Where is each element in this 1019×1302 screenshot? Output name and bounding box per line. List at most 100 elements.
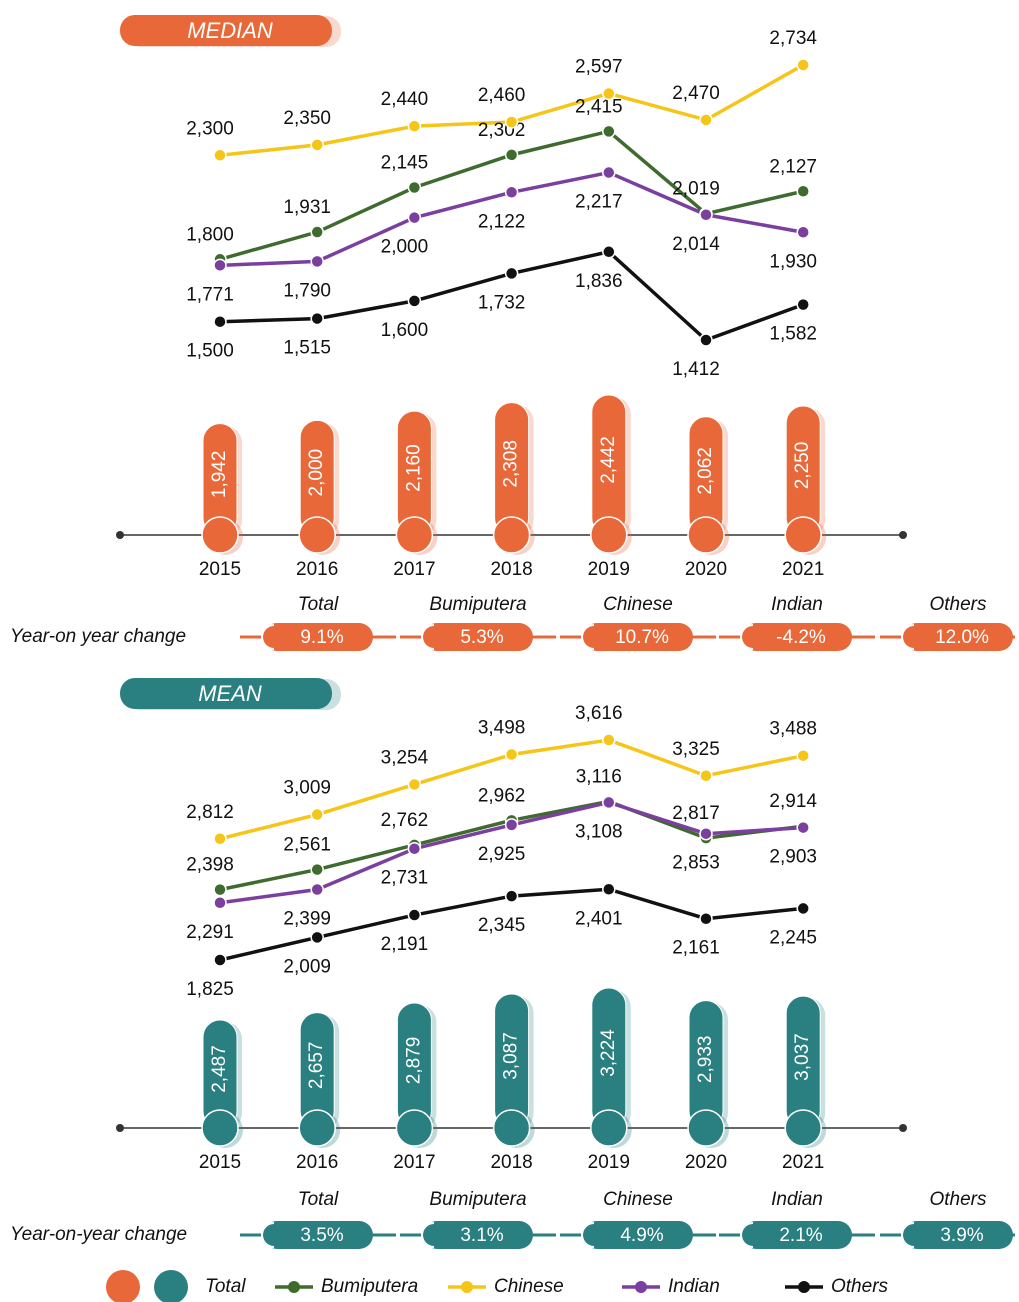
yoy-pill [903, 623, 1013, 651]
series-point [407, 777, 422, 792]
yoy-curl [581, 624, 595, 650]
yoy-value: 2.1% [779, 1225, 822, 1246]
bar-foot [201, 1109, 239, 1147]
x-tick-label: 2018 [490, 559, 532, 580]
series-point [796, 748, 810, 763]
data-label: 2,145 [381, 153, 429, 174]
legend-label: Others [831, 1276, 889, 1297]
bar-label: 2,250 [792, 442, 813, 490]
data-label: 2,398 [186, 855, 234, 876]
yoy-label: Year-on year change [10, 626, 186, 647]
legend-label: Chinese [494, 1276, 564, 1297]
data-label: 1,515 [283, 338, 331, 359]
data-label: 2,350 [283, 108, 331, 129]
x-tick-label: 2019 [588, 559, 630, 580]
yoy-value: 4.9% [620, 1225, 663, 1246]
yoy-label: Year-on-year change [10, 1224, 187, 1245]
series-point [504, 818, 519, 832]
bar-foot [492, 1109, 531, 1147]
bar-label: 2,879 [403, 1037, 424, 1085]
yoy-pill [742, 623, 852, 651]
data-label: 2,731 [381, 868, 429, 889]
legend-dot [461, 1281, 473, 1293]
bar-label: 3,087 [501, 1032, 522, 1080]
yoy-heading: Chinese [603, 594, 673, 615]
legend-dot [288, 1281, 300, 1293]
data-label: 2,345 [478, 915, 526, 936]
yoy-heading: Others [929, 594, 987, 615]
series-point [310, 138, 324, 152]
yoy-pill [263, 1221, 373, 1249]
data-label: 2,401 [575, 908, 623, 929]
series-point [796, 58, 810, 72]
series-point [602, 245, 616, 259]
data-label: 2,161 [672, 938, 720, 959]
yoy-curl [901, 1222, 915, 1248]
series-point [504, 266, 519, 281]
header-pill [120, 678, 332, 709]
legend-swatch [154, 1270, 188, 1302]
yoy-curl [421, 624, 435, 650]
data-label: 3,116 [576, 766, 622, 787]
yoy-heading: Bumiputera [429, 1189, 526, 1210]
series-point [602, 733, 616, 747]
legend-swatch [106, 1270, 140, 1302]
yoy-value: 12.0% [935, 627, 989, 648]
bar-foot [590, 1109, 628, 1147]
series-point [602, 882, 616, 896]
series-point [407, 210, 422, 225]
series-point [504, 747, 519, 762]
series-point [796, 901, 810, 916]
bar-label: 2,062 [695, 447, 716, 495]
series-point [407, 180, 422, 195]
x-tick-label: 2017 [393, 1152, 435, 1173]
series-point [310, 930, 324, 945]
series-point [504, 148, 519, 162]
series-point [407, 119, 422, 133]
yoy-heading: Others [929, 1189, 987, 1210]
data-label: 2,000 [381, 237, 429, 258]
bar-foot [298, 516, 336, 554]
data-label: 2,812 [186, 802, 234, 823]
series-point [310, 862, 324, 877]
data-label: 1,825 [186, 979, 234, 1000]
bar-label: 2,442 [598, 436, 619, 484]
series-point [310, 882, 324, 897]
data-label: 1,931 [283, 197, 331, 218]
series-point [796, 225, 810, 239]
x-tick-label: 2015 [199, 1152, 241, 1173]
yoy-heading: Indian [771, 594, 823, 615]
series-point [213, 832, 227, 846]
series-point [699, 768, 713, 783]
series-point [213, 896, 227, 910]
legend-dot [635, 1281, 647, 1293]
data-label: 3,498 [478, 718, 526, 739]
data-label: 2,903 [769, 847, 817, 868]
yoy-value: 3.9% [940, 1225, 983, 1246]
axis-end [116, 1124, 124, 1132]
data-label: 1,800 [186, 224, 234, 245]
yoy-curl [261, 1222, 275, 1248]
bar-label: 2,933 [695, 1036, 716, 1084]
data-label: 1,732 [478, 292, 526, 313]
yoy-pill [903, 1221, 1013, 1249]
series-point [310, 254, 324, 269]
yoy-heading: Chinese [603, 1189, 673, 1210]
bar-label: 2,657 [306, 1042, 327, 1090]
yoy-curl [421, 1222, 435, 1248]
data-label: 2,460 [478, 85, 526, 106]
series-point [407, 294, 422, 308]
data-label: 1,790 [283, 280, 331, 301]
yoy-value: -4.2% [776, 627, 826, 648]
data-label: 3,488 [769, 719, 817, 740]
data-label: 1,836 [575, 271, 623, 292]
series-point [504, 115, 519, 129]
yoy-value: 3.5% [300, 1225, 343, 1246]
data-label: 3,009 [283, 778, 331, 799]
bar-foot [395, 516, 434, 554]
data-label: 2,914 [769, 791, 817, 812]
axis-end [116, 531, 124, 539]
yoy-pill [742, 1221, 852, 1249]
bar-foot [687, 1109, 725, 1147]
